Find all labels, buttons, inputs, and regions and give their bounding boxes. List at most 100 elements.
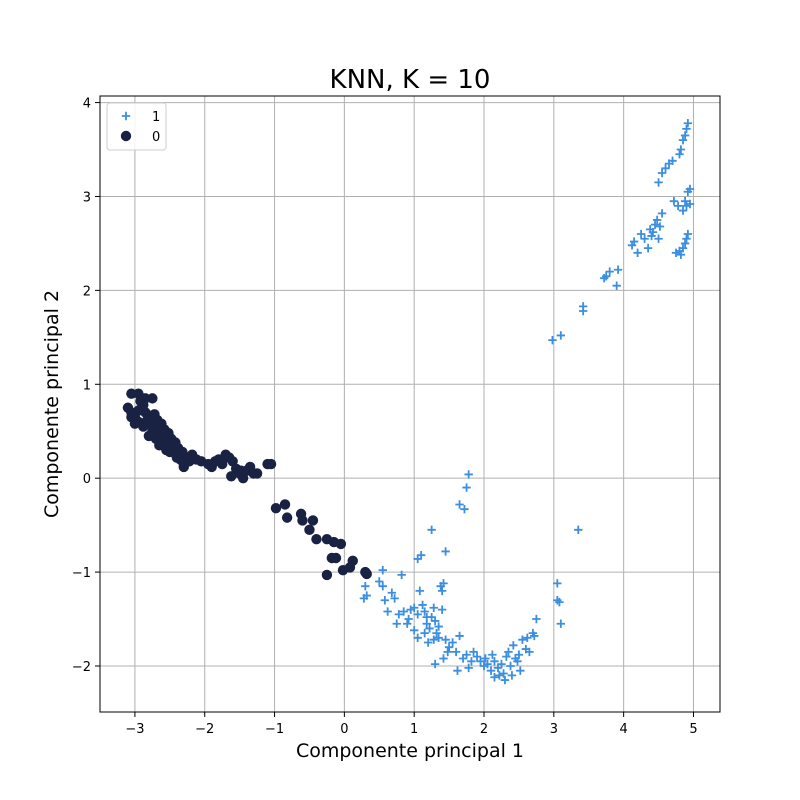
data-point-circle	[321, 569, 333, 581]
data-point-plus	[650, 220, 660, 229]
data-point-plus	[404, 614, 413, 624]
data-point-circle	[226, 471, 237, 482]
data-point-plus	[383, 607, 392, 616]
data-point-plus	[467, 657, 476, 666]
data-point-plus	[530, 631, 539, 641]
data-point-plus	[387, 588, 397, 597]
chart-title: KNN, K = 10	[330, 65, 491, 95]
data-points	[122, 119, 695, 685]
data-point-plus	[455, 500, 464, 509]
data-point-plus	[488, 650, 497, 659]
data-point-plus	[483, 659, 492, 669]
data-point-plus	[409, 626, 419, 635]
data-point-plus	[652, 215, 662, 225]
data-point-plus	[443, 647, 452, 657]
data-point-plus	[486, 666, 496, 675]
data-point-plus	[392, 619, 401, 628]
data-point-plus	[673, 201, 683, 211]
data-point-circle	[330, 552, 342, 564]
data-point-plus	[668, 156, 677, 165]
data-point-circle	[270, 503, 282, 514]
data-point-circle	[147, 393, 158, 404]
data-point-plus	[601, 272, 611, 281]
x-tick-label: 5	[689, 722, 697, 737]
data-point-plus	[464, 663, 473, 673]
data-point-plus	[605, 267, 614, 276]
data-point-plus	[578, 302, 588, 311]
data-point-plus	[676, 250, 686, 259]
data-point-plus	[462, 650, 471, 659]
data-point-plus	[361, 581, 370, 591]
data-point-plus	[448, 638, 457, 647]
data-point-plus	[460, 504, 469, 514]
data-point-circle	[297, 515, 308, 526]
data-point-plus	[636, 229, 646, 239]
data-point-plus	[523, 633, 532, 643]
data-point-plus	[647, 231, 656, 241]
data-point-plus	[476, 657, 485, 666]
data-point-plus	[516, 666, 525, 675]
data-point-circle	[216, 458, 228, 470]
data-point-plus	[429, 603, 438, 612]
y-tick-label: 1	[83, 378, 91, 393]
data-point-plus	[640, 234, 649, 243]
data-point-circle	[251, 468, 263, 479]
data-point-plus	[671, 248, 681, 258]
data-point-plus	[394, 610, 404, 619]
data-point-plus	[422, 612, 431, 622]
data-point-plus	[574, 525, 583, 535]
data-point-plus	[518, 635, 527, 644]
data-point-plus	[413, 554, 422, 564]
plot-frame	[99, 95, 721, 713]
x-tick-label: 3	[550, 722, 558, 737]
data-point-circle	[133, 405, 144, 416]
x-tick-label: −2	[195, 722, 214, 737]
data-point-plus	[678, 135, 688, 145]
data-point-plus	[525, 647, 534, 657]
data-point-plus	[469, 647, 478, 657]
data-point-plus	[683, 229, 693, 239]
y-tick-label: 2	[83, 284, 91, 299]
data-point-plus	[514, 650, 524, 659]
data-point-plus	[437, 586, 447, 596]
y-tick-label: 3	[83, 190, 91, 205]
legend-label: 0	[152, 130, 160, 145]
data-point-plus	[682, 234, 691, 243]
data-point-plus	[490, 673, 499, 682]
data-point-circle	[171, 452, 183, 463]
data-point-plus	[685, 199, 695, 209]
data-point-plus	[678, 206, 688, 215]
data-point-plus	[685, 184, 695, 194]
data-point-plus	[432, 628, 441, 638]
data-point-plus	[655, 222, 665, 231]
data-point-plus	[441, 635, 450, 644]
data-point-plus	[380, 596, 390, 605]
data-point-plus	[556, 331, 566, 340]
data-point-plus	[675, 150, 684, 159]
data-point-plus	[425, 624, 434, 633]
y-tick-label: −1	[72, 566, 91, 581]
data-point-plus	[499, 669, 508, 678]
data-point-plus	[661, 164, 670, 173]
data-point-circle	[307, 515, 319, 526]
legend-label: 1	[152, 110, 160, 125]
data-point-plus	[415, 586, 424, 596]
data-point-plus	[643, 243, 653, 253]
axis-ticks: −3 −2 −1 0 1 2 3 4 5 −2 −1 0 1 2 3 4	[72, 97, 698, 737]
data-point-plus	[553, 596, 562, 605]
data-point-plus	[490, 657, 499, 666]
data-point-plus	[532, 614, 541, 624]
data-point-circle	[279, 499, 291, 510]
data-point-plus	[669, 196, 679, 206]
data-point-plus	[462, 483, 471, 492]
data-point-plus	[451, 647, 461, 657]
x-tick-label: 2	[480, 722, 488, 737]
data-point-plus	[613, 265, 623, 274]
data-point-plus	[437, 605, 447, 614]
data-point-circle	[126, 411, 137, 423]
data-point-plus	[403, 619, 412, 628]
x-tick-label: −3	[125, 722, 144, 737]
data-point-circle	[138, 421, 149, 432]
data-point-plus	[390, 594, 399, 603]
